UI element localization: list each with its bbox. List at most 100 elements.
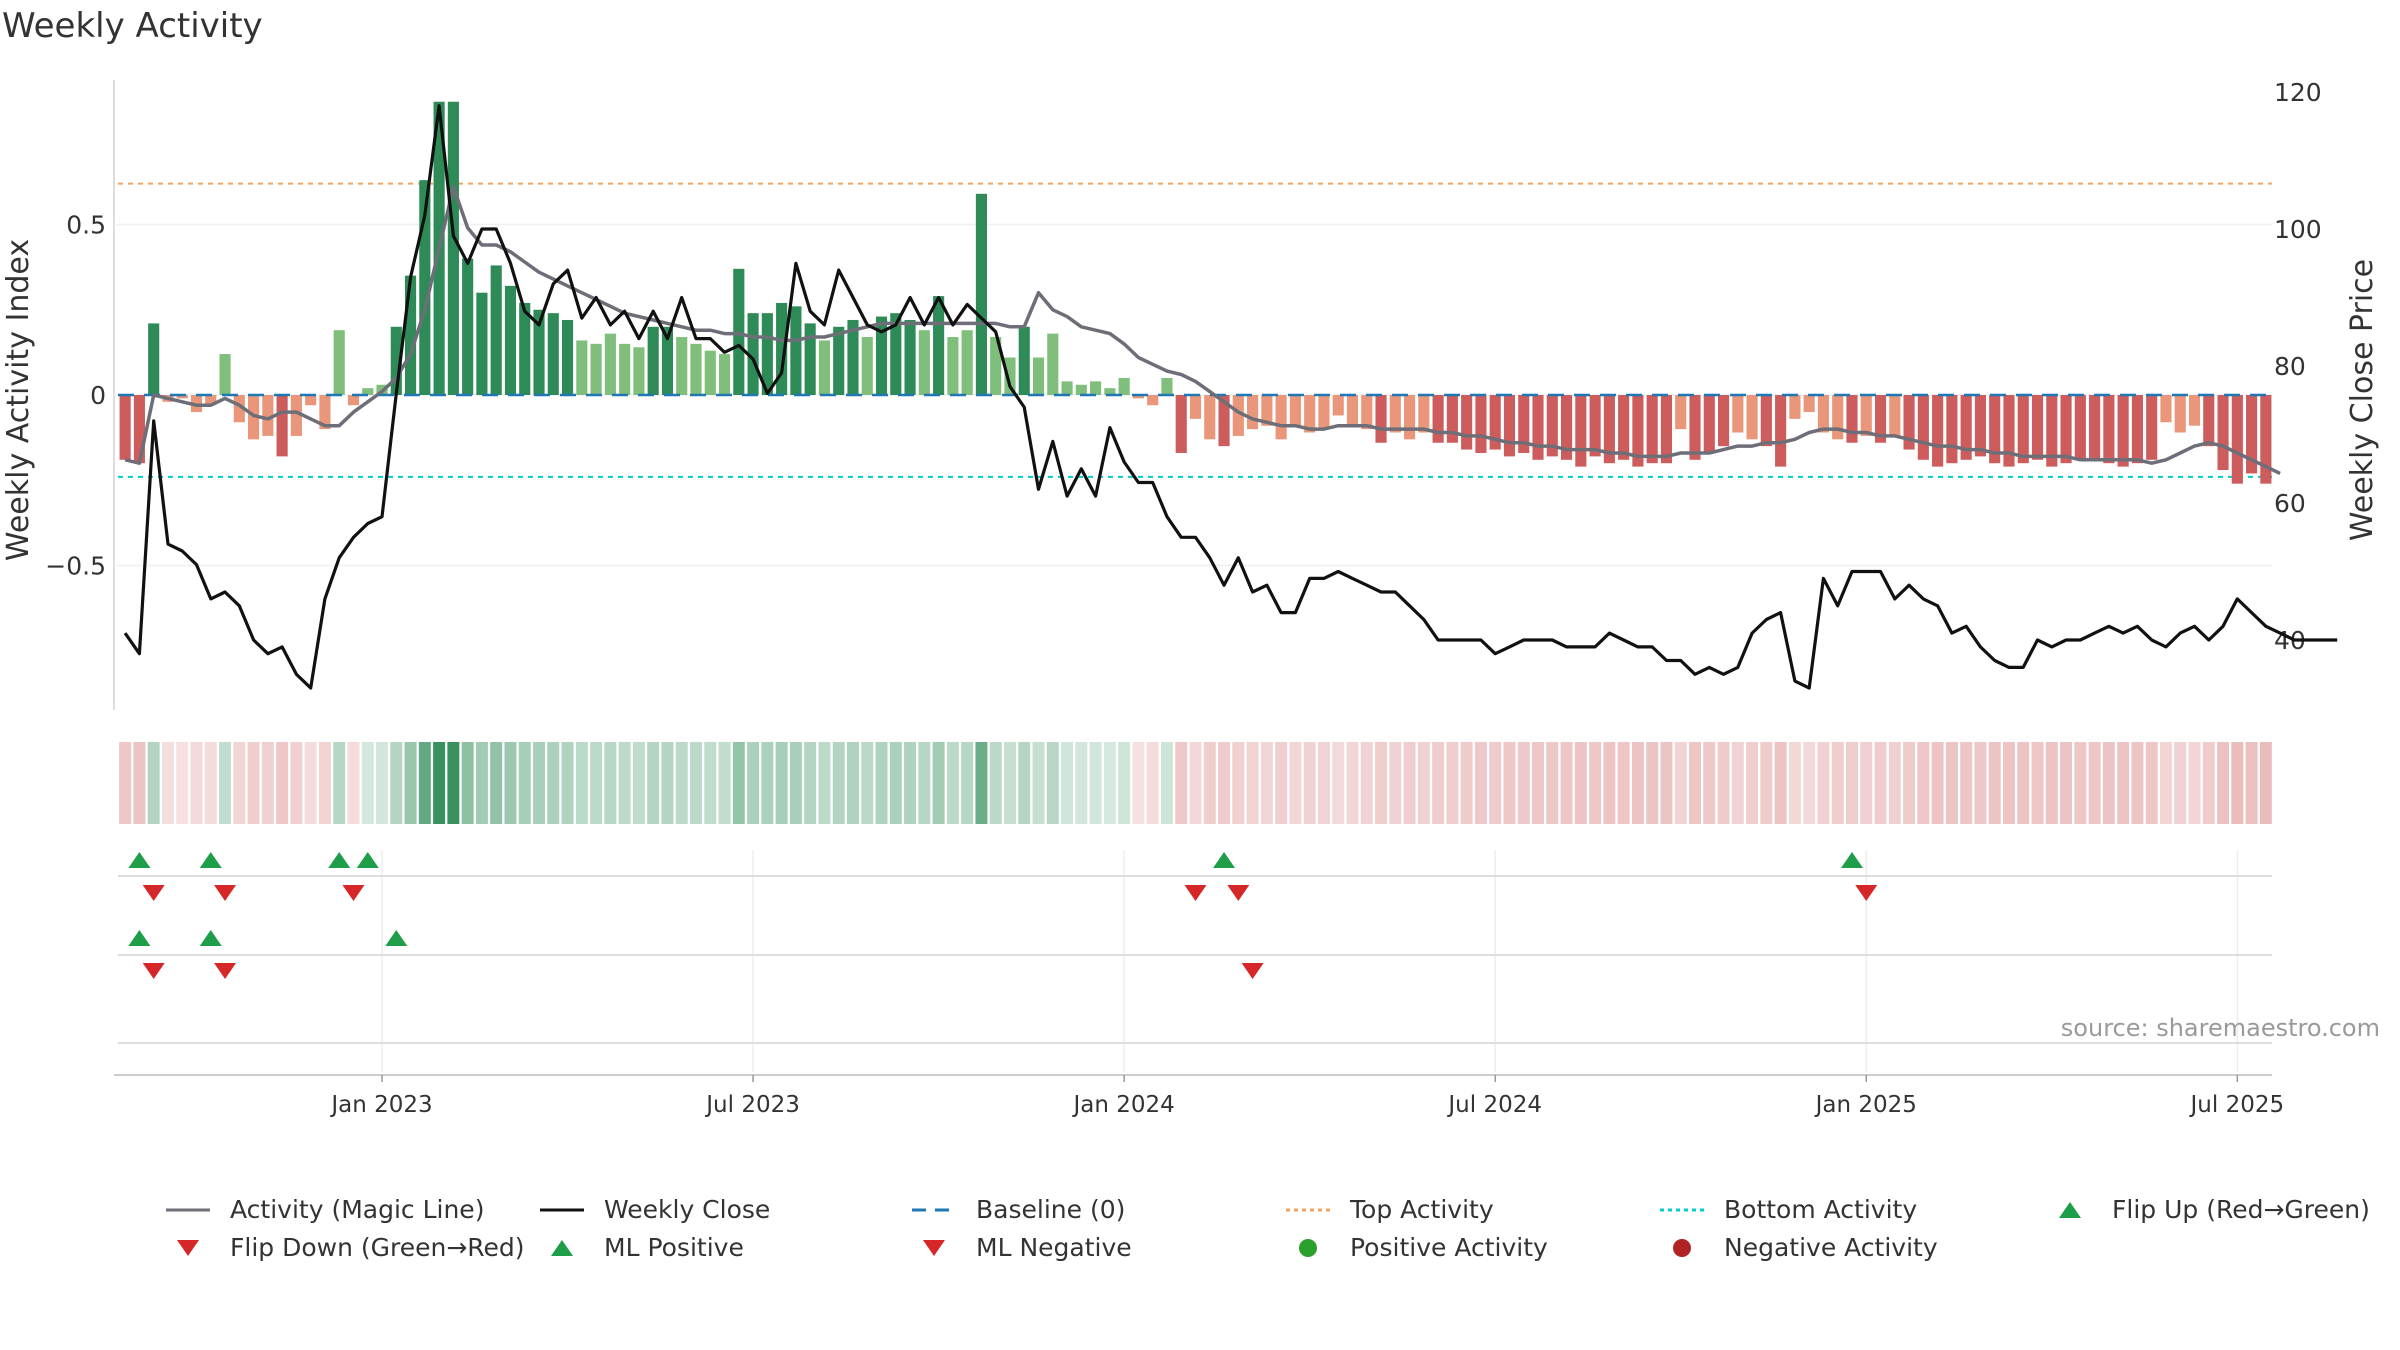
heat-strip-cell — [176, 742, 189, 824]
activity-bar — [1218, 395, 1230, 447]
heat-strip-cell — [518, 742, 531, 824]
heat-strip-cell — [1032, 742, 1045, 824]
activity-bar — [933, 296, 945, 395]
heat-strip-cell — [1803, 742, 1816, 824]
heat-strip-cell — [376, 742, 389, 824]
heat-strip-cell — [147, 742, 160, 824]
activity-bar — [576, 340, 588, 395]
activity-bar — [1118, 377, 1130, 395]
legend-item-positive-activity: Positive Activity — [1286, 1233, 1548, 1262]
heat-strip-cell — [1346, 742, 1359, 824]
heat-strip-cell — [433, 742, 446, 824]
activity-bar — [1932, 395, 1944, 467]
activity-bar — [676, 337, 688, 395]
activity-bar — [419, 180, 431, 395]
triangle-up-green-icon — [540, 1238, 584, 1258]
heat-strip-cell — [975, 742, 988, 824]
activity-bar — [1404, 395, 1416, 440]
heat-strip-cell — [775, 742, 788, 824]
heat-strip-cell — [533, 742, 546, 824]
activity-bar — [1603, 395, 1615, 464]
y2-tick-label: 80 — [2274, 352, 2306, 381]
heat-strip-cell — [1317, 742, 1330, 824]
heat-strip-cell — [1731, 742, 1744, 824]
chart-title: Weekly Activity — [2, 6, 263, 46]
heat-strip-cell — [1417, 742, 1430, 824]
activity-bar — [133, 395, 145, 464]
activity-bar — [604, 333, 616, 395]
heat-strip-cell — [1089, 742, 1102, 824]
activity-bar — [390, 326, 402, 395]
activity-bar — [2203, 395, 2215, 447]
weekly-close-line — [123, 104, 2338, 690]
heat-strip-cell — [190, 742, 203, 824]
x-tick-label: Jul 2023 — [704, 1092, 800, 1118]
activity-bar — [1946, 395, 1958, 464]
line-solid-black-icon — [540, 1200, 584, 1220]
heat-strip-cell — [2131, 742, 2144, 824]
activity-bar — [2231, 395, 2243, 484]
activity-bar — [1618, 395, 1630, 460]
heat-strip-cell — [2088, 742, 2101, 824]
activity-bar — [918, 330, 930, 395]
y-tick-label: 0.5 — [66, 211, 106, 240]
heat-strip-cell — [1888, 742, 1901, 824]
heat-strip-cell — [1760, 742, 1773, 824]
heat-strip-cell — [732, 742, 745, 824]
activity-bar — [747, 313, 759, 395]
heat-strip-cell — [1988, 742, 2001, 824]
heat-strip-cell — [761, 742, 774, 824]
activity-bar — [1746, 395, 1758, 440]
signal-up-marker — [328, 852, 351, 868]
magic-line — [124, 185, 2281, 475]
activity-bar — [1132, 395, 1144, 399]
legend-item-top-activity: Top Activity — [1286, 1195, 1494, 1224]
activity-bar — [2188, 395, 2201, 426]
activity-bar — [2103, 395, 2115, 464]
activity-bar — [347, 395, 360, 406]
heat-strip-cell — [846, 742, 859, 824]
activity-bar — [504, 285, 517, 395]
heat-strip-cell — [1603, 742, 1616, 824]
activity-bar — [1546, 395, 1558, 457]
signal-up-marker — [385, 930, 408, 946]
activity-bar — [718, 354, 731, 395]
heat-strip-cell — [2217, 742, 2230, 824]
heat-strip-cell — [1432, 742, 1445, 824]
activity-bar — [619, 343, 631, 395]
activity-bar — [2260, 395, 2272, 484]
activity-bar — [990, 337, 1002, 395]
heat-strip-cell — [1931, 742, 1944, 824]
heat-strip-cell — [2202, 742, 2215, 824]
heat-strip-cell — [675, 742, 688, 824]
activity-bar — [1532, 395, 1544, 460]
heat-strip-cell — [804, 742, 817, 824]
heat-strip-cell — [1360, 742, 1373, 824]
legend-item-negative-activity: Negative Activity — [1660, 1233, 1938, 1262]
triangle-down-red-icon — [912, 1238, 956, 1258]
heat-strip-cell — [889, 742, 902, 824]
heat-strip-cell — [261, 742, 274, 824]
heat-strip-cell — [204, 742, 217, 824]
legend-item-ml-positive: ML Positive — [540, 1233, 744, 1262]
heat-strip-cell — [1788, 742, 1801, 824]
activity-bar — [2060, 395, 2072, 464]
heat-strip-cell — [1460, 742, 1473, 824]
heat-strip-cell — [690, 742, 702, 824]
heat-strip-cell — [547, 742, 560, 824]
heat-strip-cell — [404, 742, 417, 824]
heat-strip-cell — [1617, 742, 1630, 824]
heat-strip-cell — [604, 742, 617, 824]
heat-strip-cell — [2074, 742, 2087, 824]
heat-strip-cell — [1517, 742, 1530, 824]
activity-bar — [1032, 357, 1045, 395]
legend-item-weekly-close: Weekly Close — [540, 1195, 770, 1224]
activity-bar — [462, 258, 474, 395]
heat-strip-cell — [1260, 742, 1273, 824]
activity-bar — [2174, 395, 2186, 433]
heat-strip-cell — [1203, 742, 1216, 824]
heat-strip-cell — [1489, 742, 1502, 824]
heat-strip-cell — [1674, 742, 1687, 824]
activity-bar — [833, 326, 845, 395]
